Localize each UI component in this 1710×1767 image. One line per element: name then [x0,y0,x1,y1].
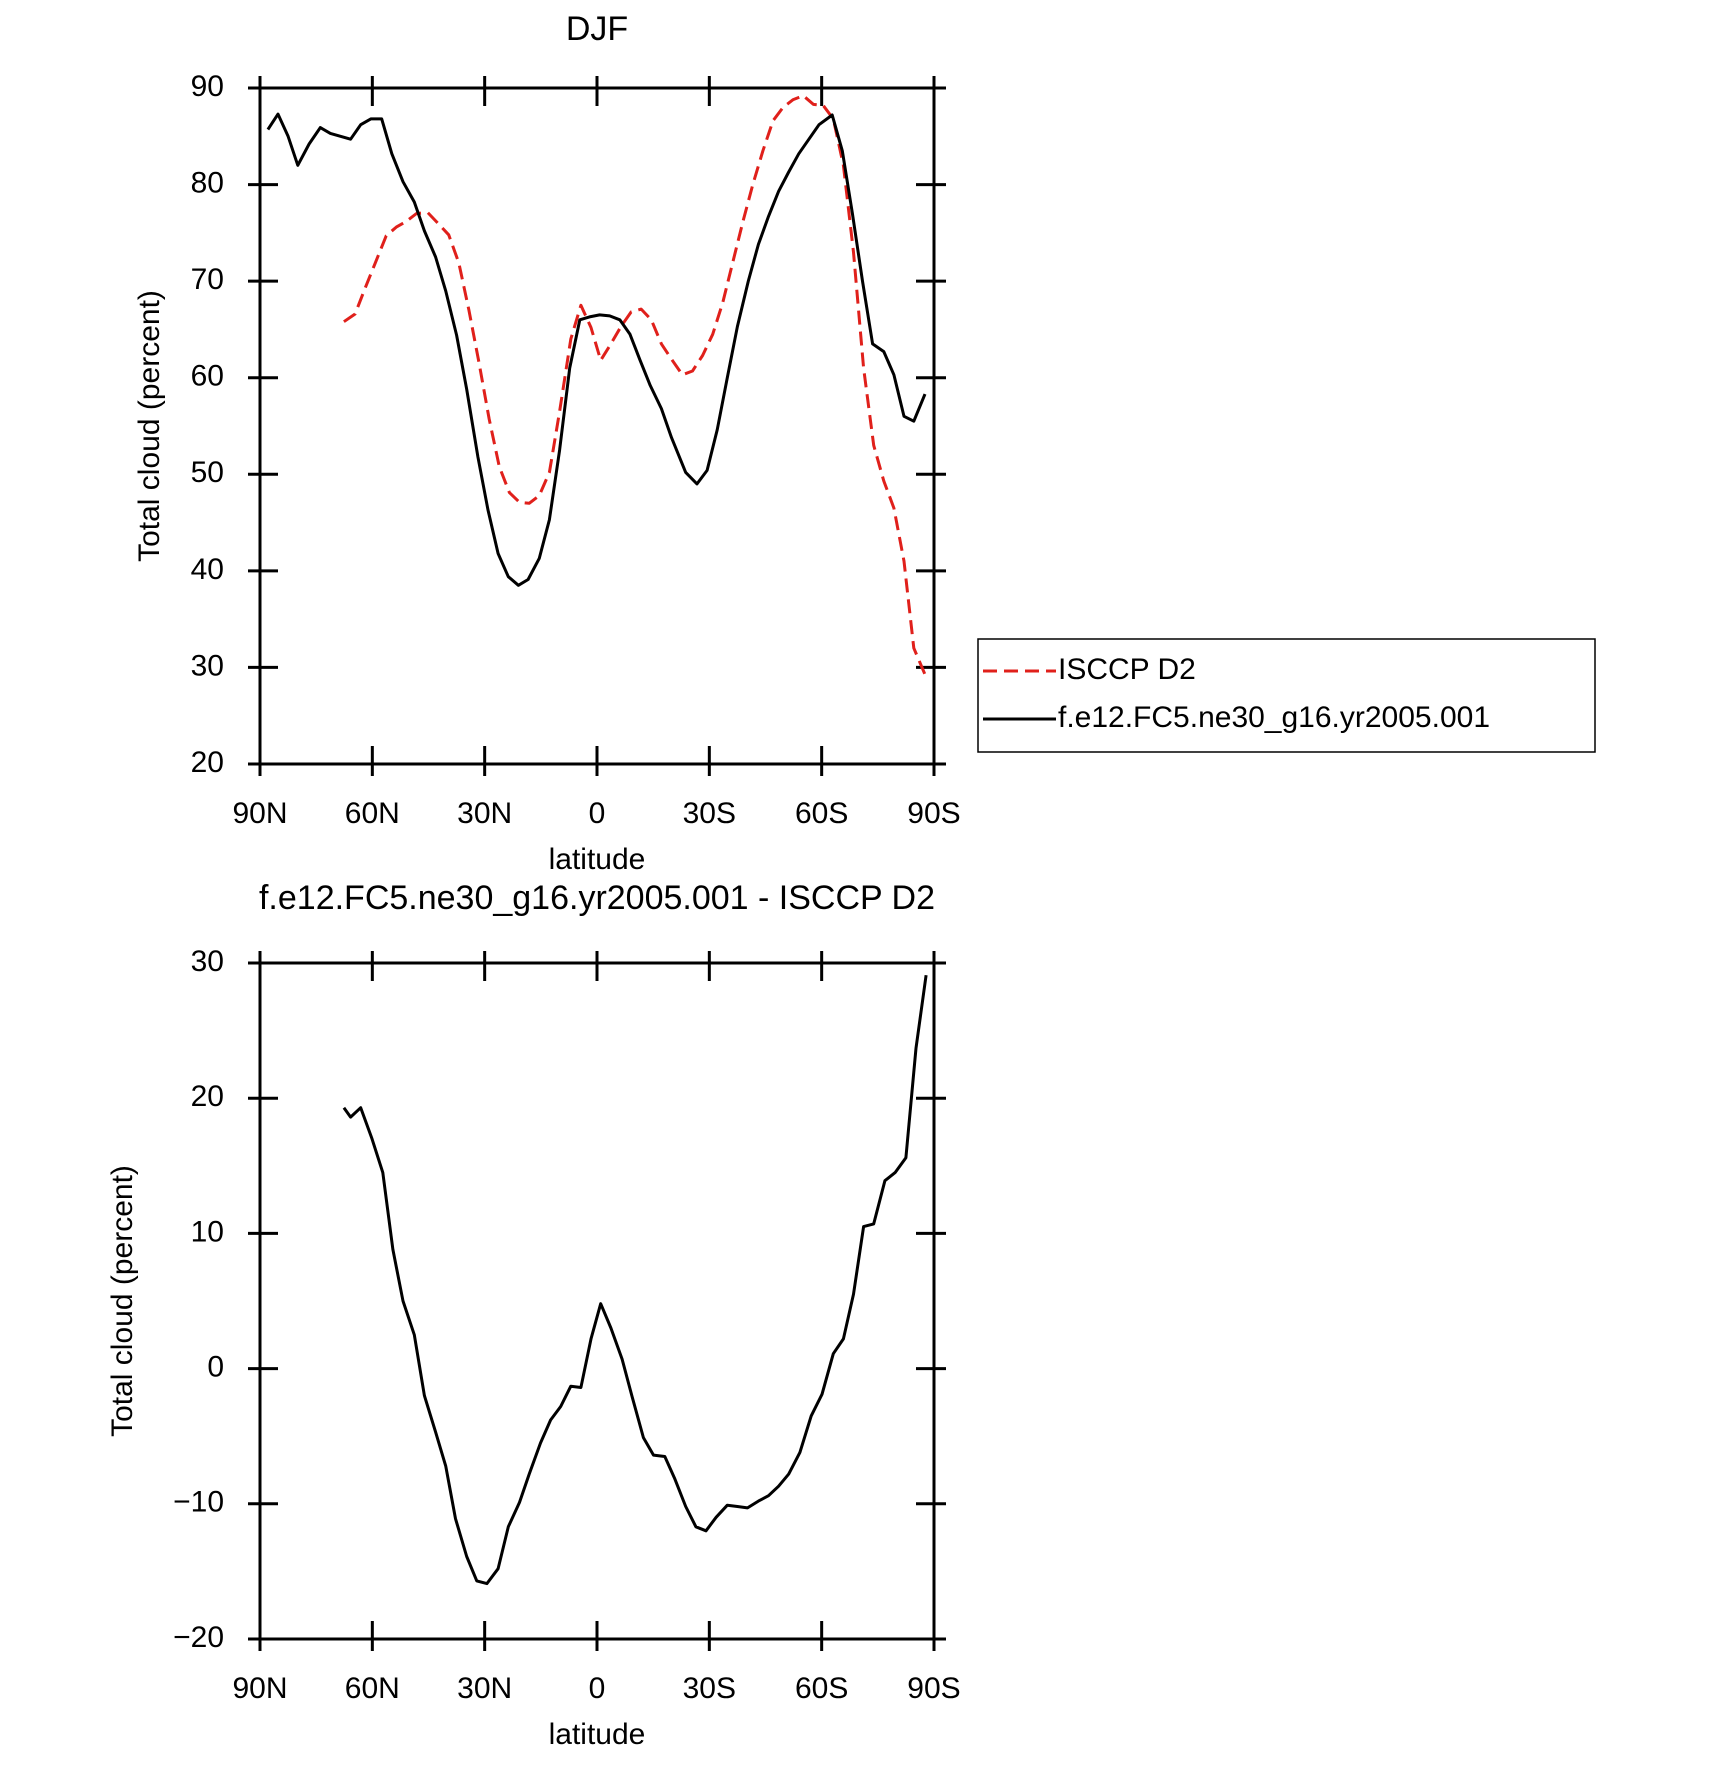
x-tick-label: 0 [589,797,606,830]
legend-label: f.e12.FC5.ne30_g16.yr2005.001 [1058,701,1490,734]
y-tick-label: 80 [191,166,224,199]
plot-frame [258,86,936,766]
x-tick-label: 60N [345,1672,400,1705]
data-line [266,112,927,587]
plot-frame [258,961,936,1641]
legend-box [977,638,1596,753]
x-tick-label: 90S [907,797,960,830]
x-tick-label: 60S [795,1672,848,1705]
y-tick-label: 30 [191,945,224,978]
x-tick-label: 90N [232,1672,287,1705]
y-tick-label: 10 [191,1215,224,1248]
x-tick-label: 30N [457,797,512,830]
legend-label: ISCCP D2 [1058,653,1196,686]
y-tick-label: 70 [191,263,224,296]
x-tick-label: 30N [457,1672,512,1705]
y-tick-label: −20 [173,1621,224,1654]
y-tick-label: 0 [207,1351,224,1384]
y-axis-label: Total cloud (percent) [106,1165,139,1437]
x-tick-label: 30S [683,797,736,830]
y-tick-label: 60 [191,360,224,393]
y-tick-label: 20 [191,746,224,779]
x-tick-label: 30S [683,1672,736,1705]
x-tick-label: 90N [232,797,287,830]
x-tick-label: 90S [907,1672,960,1705]
y-tick-label: 50 [191,456,224,489]
y-tick-label: 20 [191,1080,224,1113]
x-tick-label: 0 [589,1672,606,1705]
y-axis-label: Total cloud (percent) [133,290,166,562]
y-tick-label: 40 [191,553,224,586]
x-tick-label: 60N [345,797,400,830]
chart-title: DJF [566,10,628,48]
data-line [342,974,928,1586]
y-tick-label: −10 [173,1486,224,1519]
x-tick-label: 60S [795,797,848,830]
x-axis-label: latitude [549,843,646,876]
x-axis-label: latitude [549,1718,646,1751]
y-tick-label: 90 [191,70,224,103]
data-line [343,94,928,678]
y-tick-label: 30 [191,649,224,682]
chart-title: f.e12.FC5.ne30_g16.yr2005.001 - ISCCP D2 [259,879,935,917]
